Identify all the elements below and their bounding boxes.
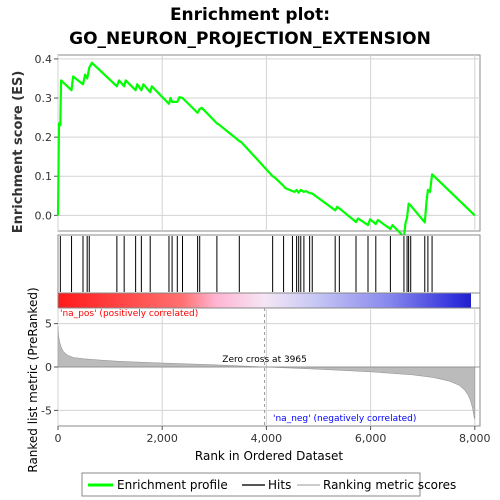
es-y-tick-label: 0.1	[35, 170, 53, 183]
es-y-axis-label: Enrichment score (ES)	[11, 71, 26, 234]
neg-correlated-label: 'na_neg' (negatively correlated)	[273, 414, 416, 424]
hit-marks	[59, 236, 433, 292]
enrichment-profile-line	[56, 61, 476, 238]
es-y-tick-label: 0.2	[35, 131, 53, 144]
metric-x-tick-label: 6,000	[355, 432, 387, 445]
metric-x-axis-label: Rank in Ordered Dataset	[195, 449, 343, 463]
es-y-ticks: 0.0 0.1 0.2 0.3 0.4	[35, 53, 58, 222]
metric-y-tick-label: 5	[45, 318, 52, 331]
metric-y-tick-label: -5	[41, 404, 52, 417]
metric-x-tick-label: 2,000	[146, 432, 178, 445]
metric-x-tick-label: 8,000	[459, 432, 491, 445]
chart-title-line1: Enrichment plot:	[170, 5, 330, 25]
metric-x-ticks: 0 2,000 4,000 6,000 8,000	[55, 426, 491, 445]
es-panel: 0.0 0.1 0.2 0.3 0.4 Enrichment score (ES)	[11, 53, 481, 238]
color-bar-strip	[58, 293, 471, 308]
es-y-tick-label: 0.4	[35, 53, 53, 66]
hits-plot-area	[57, 234, 481, 294]
legend-metric-label: Ranking metric scores	[323, 478, 456, 492]
enrichment-line-group	[56, 61, 476, 238]
es-y-tick-label: 0.3	[35, 92, 53, 105]
metric-y-ticks: -5 0 5	[41, 318, 58, 417]
chart-title-line2: GO_NEURON_PROJECTION_EXTENSION	[69, 29, 431, 49]
zero-cross-label: Zero cross at 3965	[222, 355, 307, 365]
metric-x-tick-label: 4,000	[251, 432, 283, 445]
legend-hits-label: Hits	[268, 478, 291, 492]
legend: Enrichment profile Hits Ranking metric s…	[81, 472, 456, 497]
hits-panel	[57, 234, 481, 294]
metric-panel: -5 0 5 0 2,000 4,000 6,000 8,000 Zero cross at…	[26, 287, 491, 472]
legend-enrichment-label: Enrichment profile	[117, 478, 228, 492]
metric-y-tick-label: 0	[45, 361, 52, 374]
es-y-tick-label: 0.0	[35, 209, 53, 222]
metric-area-group	[57, 326, 480, 420]
pos-correlated-label: 'na_pos' (positively correlated)	[60, 309, 198, 319]
metric-y-axis-label: Ranked list metric (PreRanked)	[26, 287, 40, 472]
rank-color-bar	[57, 292, 481, 309]
metric-x-tick-label: 0	[55, 432, 62, 445]
